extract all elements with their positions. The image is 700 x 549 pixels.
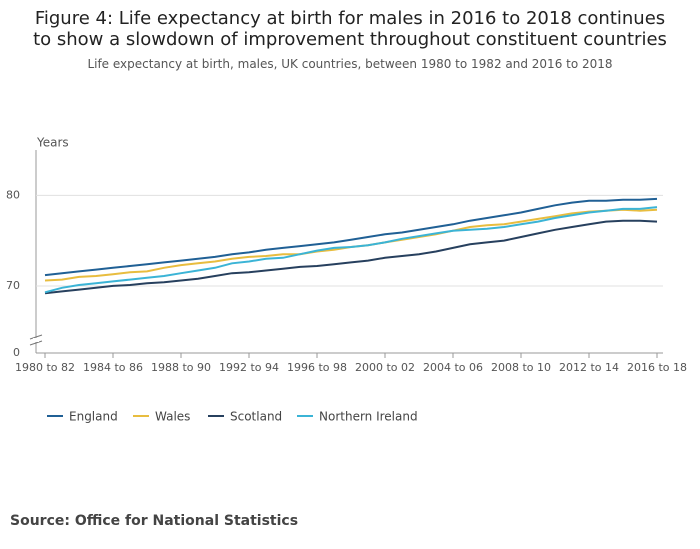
y-tick-label: 70	[6, 279, 20, 292]
x-tick-label: 1988 to 90	[151, 361, 211, 374]
legend-label: Northern Ireland	[319, 410, 418, 424]
chart-subtitle: Life expectancy at birth, males, UK coun…	[87, 57, 613, 71]
x-tick-label: 2004 to 06	[423, 361, 483, 374]
x-tick-label: 2008 to 10	[491, 361, 551, 374]
x-tick-label: 1992 to 94	[219, 361, 279, 374]
axis-break	[29, 334, 43, 346]
x-tick-label: 1980 to 82	[15, 361, 75, 374]
x-tick-label: 2000 to 02	[355, 361, 415, 374]
legend-label: Wales	[155, 410, 190, 424]
data-line	[44, 219, 658, 295]
legend-label: England	[69, 410, 118, 424]
y-tick-label: 80	[6, 188, 20, 201]
axis-break-gap	[33, 338, 39, 342]
legend-label: Scotland	[230, 410, 282, 424]
y-tick-label: 0	[13, 346, 20, 359]
data-line	[44, 206, 658, 294]
source: Source: Office for National Statistics	[10, 513, 299, 529]
chart-title: Figure 4: Life expectancy at birth for m…	[33, 8, 667, 50]
x-tick-label: 1984 to 86	[83, 361, 143, 374]
data-line	[44, 208, 658, 282]
x-tick-label: 2016 to 18	[627, 361, 687, 374]
y-axis-label: Years	[36, 136, 69, 150]
data-line	[44, 197, 658, 277]
x-tick-label: 2012 to 14	[559, 361, 619, 374]
x-tick-label: 1996 to 98	[287, 361, 347, 374]
